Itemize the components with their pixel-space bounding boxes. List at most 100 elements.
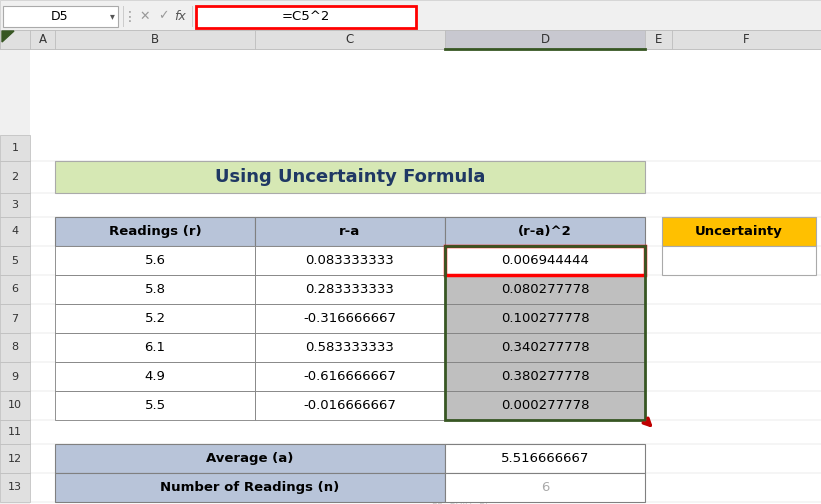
Text: ⋮: ⋮ xyxy=(123,10,137,24)
Bar xyxy=(0,135,30,161)
Text: 6: 6 xyxy=(11,284,19,294)
Text: 7: 7 xyxy=(11,313,19,324)
Text: Number of Readings (n): Number of Readings (n) xyxy=(160,481,340,494)
Bar xyxy=(255,30,445,49)
Bar xyxy=(0,275,30,304)
Bar xyxy=(55,304,255,333)
Bar xyxy=(55,473,445,502)
Bar xyxy=(123,6,124,27)
Text: 12: 12 xyxy=(8,454,22,464)
Text: 8: 8 xyxy=(11,343,19,352)
Bar xyxy=(55,391,255,420)
Text: 5.516666667: 5.516666667 xyxy=(501,452,589,465)
Text: 6: 6 xyxy=(541,481,549,494)
Text: 0.340277778: 0.340277778 xyxy=(501,341,589,354)
Text: 5.8: 5.8 xyxy=(144,283,166,296)
Bar xyxy=(445,444,645,473)
Bar xyxy=(255,333,445,362)
Bar xyxy=(662,217,816,246)
Text: -0.616666667: -0.616666667 xyxy=(304,370,397,383)
Bar xyxy=(445,391,645,420)
Text: A: A xyxy=(39,33,47,46)
Bar xyxy=(55,362,255,391)
Bar xyxy=(0,444,30,473)
Text: 11: 11 xyxy=(8,427,22,437)
Text: ✕: ✕ xyxy=(140,10,150,23)
Bar xyxy=(0,193,30,217)
Bar xyxy=(0,246,30,275)
Text: =C5^2: =C5^2 xyxy=(282,10,330,23)
Bar xyxy=(0,0,821,30)
Bar xyxy=(55,30,255,49)
Text: Average (a): Average (a) xyxy=(206,452,294,465)
Bar xyxy=(0,362,30,391)
Text: 0.283333333: 0.283333333 xyxy=(305,283,394,296)
Text: 5: 5 xyxy=(11,256,19,266)
Text: 0.083333333: 0.083333333 xyxy=(305,254,394,267)
Bar xyxy=(445,275,645,304)
Bar xyxy=(255,391,445,420)
Text: 1: 1 xyxy=(11,143,19,153)
Text: 5.5: 5.5 xyxy=(144,399,166,412)
Text: 3: 3 xyxy=(11,200,19,210)
Text: 4.9: 4.9 xyxy=(144,370,166,383)
Text: 0.006944444: 0.006944444 xyxy=(501,254,589,267)
Bar xyxy=(255,275,445,304)
Bar xyxy=(0,161,30,193)
Bar xyxy=(255,246,445,275)
Text: -0.316666667: -0.316666667 xyxy=(304,312,397,325)
Bar xyxy=(3,6,118,27)
Text: 13: 13 xyxy=(8,482,22,492)
Bar xyxy=(645,30,672,49)
Bar xyxy=(0,304,30,333)
Bar xyxy=(672,30,821,49)
Text: Using Uncertainty Formula: Using Uncertainty Formula xyxy=(215,168,485,186)
Bar xyxy=(0,391,30,420)
Bar xyxy=(255,362,445,391)
Text: (r-a)^2: (r-a)^2 xyxy=(518,225,572,238)
Bar xyxy=(55,246,255,275)
Text: E: E xyxy=(655,33,663,46)
Text: ✓: ✓ xyxy=(158,10,168,23)
Bar xyxy=(55,217,255,246)
Bar xyxy=(0,30,30,49)
Polygon shape xyxy=(2,31,14,42)
Text: 5.6: 5.6 xyxy=(144,254,166,267)
Bar xyxy=(445,473,645,502)
Text: 2: 2 xyxy=(11,172,19,182)
Text: B: B xyxy=(151,33,159,46)
Text: r-a: r-a xyxy=(339,225,360,238)
Bar xyxy=(445,304,645,333)
Bar xyxy=(30,30,55,49)
Bar xyxy=(0,473,30,502)
Bar xyxy=(662,246,816,275)
Text: 0.006944444: 0.006944444 xyxy=(501,254,589,267)
Bar xyxy=(0,30,821,49)
Bar xyxy=(445,362,645,391)
Text: exceldemy: exceldemy xyxy=(424,489,476,499)
Bar xyxy=(445,246,645,275)
Bar xyxy=(196,6,416,28)
Text: 9: 9 xyxy=(11,371,19,382)
Text: 0.080277778: 0.080277778 xyxy=(501,283,589,296)
Text: D5: D5 xyxy=(51,10,69,23)
Text: 0.000277778: 0.000277778 xyxy=(501,399,589,412)
Text: 10: 10 xyxy=(8,401,22,410)
Text: 0.583333333: 0.583333333 xyxy=(305,341,394,354)
Bar xyxy=(192,6,193,27)
Text: 6.1: 6.1 xyxy=(144,341,166,354)
Text: fx: fx xyxy=(174,10,186,23)
Text: Readings (r): Readings (r) xyxy=(108,225,201,238)
Bar xyxy=(0,217,30,246)
Bar xyxy=(445,217,645,246)
Text: EL · DATA · BI: EL · DATA · BI xyxy=(432,496,488,504)
Text: Uncertainty: Uncertainty xyxy=(695,225,783,238)
Text: F: F xyxy=(743,33,750,46)
Text: -0.016666667: -0.016666667 xyxy=(304,399,397,412)
Text: 0.380277778: 0.380277778 xyxy=(501,370,589,383)
Text: 5.2: 5.2 xyxy=(144,312,166,325)
Bar xyxy=(55,444,445,473)
Bar xyxy=(0,333,30,362)
Bar xyxy=(255,304,445,333)
Bar xyxy=(255,217,445,246)
